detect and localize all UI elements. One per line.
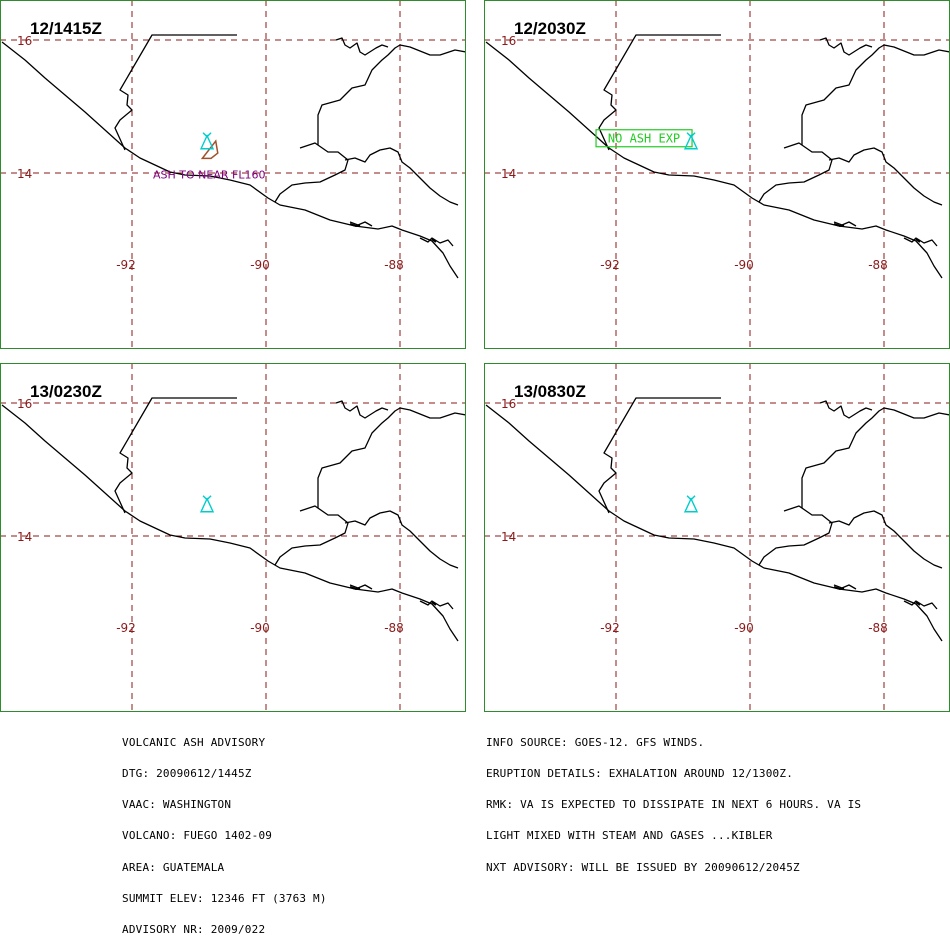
country-border xyxy=(903,237,938,247)
longitude-label: -88 xyxy=(384,258,404,272)
latitude-label: 14 xyxy=(17,167,32,181)
map-svg: -92 -90 -88 16 14 12/1415Z ASH TO NEAR FL160 xyxy=(1,1,465,348)
country-border xyxy=(598,34,721,151)
ash-cloud-polygon xyxy=(200,139,219,160)
volcano-triangle-icon xyxy=(683,132,699,150)
country-border xyxy=(419,600,454,610)
advisory-info-source: INFO SOURCE: GOES-12. GFS WINDS. xyxy=(486,735,705,749)
longitude-label: -92 xyxy=(116,621,136,635)
country-border xyxy=(903,600,938,610)
country-border xyxy=(833,584,857,590)
islands xyxy=(349,586,437,606)
country-border xyxy=(801,44,949,145)
panel-time-title: 12/2030Z xyxy=(514,19,586,38)
coastline xyxy=(1,41,459,279)
country-border xyxy=(344,147,459,206)
map-svg: -92 -90 -88 16 14 13/0830Z xyxy=(485,364,949,711)
panel-3: -92 -90 -88 16 14 13/0230Z xyxy=(0,363,466,712)
country-border xyxy=(317,407,465,508)
country-border xyxy=(801,407,949,508)
coastline xyxy=(485,404,943,642)
panel-4: -92 -90 -88 16 14 13/0830Z xyxy=(484,363,950,712)
country-border xyxy=(828,147,943,206)
advisory-dtg: DTG: 20090612/1445Z xyxy=(122,767,252,781)
latitude-label: 16 xyxy=(17,34,32,48)
advisory-volcano: VOLCANO: FUEGO 1402-09 xyxy=(122,829,273,843)
advisory-remark-1: RMK: VA IS EXPECTED TO DISSIPATE IN NEXT… xyxy=(486,798,862,812)
volcano-triangle-icon xyxy=(199,495,215,513)
coastline xyxy=(485,41,943,279)
country-border xyxy=(758,505,833,566)
country-border xyxy=(819,37,873,56)
latitude-label: 14 xyxy=(501,530,516,544)
country-border xyxy=(833,221,857,227)
map-svg: -92 -90 -88 16 14 13/0230Z xyxy=(1,364,465,711)
country-border xyxy=(344,510,459,569)
advisory-number: ADVISORY NR: 2009/022 xyxy=(122,923,266,937)
panel-2: -92 -90 -88 16 14 12/2030Z NO ASH EXP xyxy=(484,0,950,349)
latitude-label: 16 xyxy=(501,397,516,411)
panel-1: -92 -90 -88 16 14 12/1415Z ASH TO NEAR FL160 xyxy=(0,0,466,349)
advisory-next: NXT ADVISORY: WILL BE ISSUED BY 20090612… xyxy=(486,860,800,874)
advisory-area: AREA: GUATEMALA xyxy=(122,860,225,874)
islands xyxy=(349,223,437,243)
advisory-right: INFO SOURCE: GOES-12. GFS WINDS. ERUPTIO… xyxy=(486,717,861,883)
map-svg: -92 -90 -88 16 14 12/2030Z NO ASH EXP xyxy=(485,1,949,348)
country-border xyxy=(335,37,389,56)
panel-time-title: 13/0230Z xyxy=(30,382,102,401)
longitude-label: -90 xyxy=(734,621,754,635)
advisory-title: VOLCANIC ASH ADVISORY xyxy=(122,735,266,749)
longitude-label: -92 xyxy=(116,258,136,272)
latitude-label: 14 xyxy=(17,530,32,544)
country-border xyxy=(419,237,454,247)
longitude-label: -88 xyxy=(868,258,888,272)
country-border xyxy=(819,400,873,419)
country-border xyxy=(274,142,349,203)
advisory-summit-elev: SUMMIT ELEV: 12346 FT (3763 M) xyxy=(122,891,327,905)
country-border xyxy=(335,400,389,419)
advisory-vaac: VAAC: WASHINGTON xyxy=(122,798,232,812)
islands xyxy=(833,586,921,606)
coastline xyxy=(1,404,459,642)
panel-time-title: 13/0830Z xyxy=(514,382,586,401)
longitude-label: -88 xyxy=(384,621,404,635)
country-border xyxy=(758,142,833,203)
ash-label: ASH TO NEAR FL160 xyxy=(153,169,265,182)
country-border xyxy=(274,505,349,566)
country-border xyxy=(349,584,373,590)
volcano-triangle-icon xyxy=(683,495,699,513)
longitude-label: -88 xyxy=(868,621,888,635)
country-border xyxy=(598,397,721,514)
panel-time-title: 12/1415Z xyxy=(30,19,102,38)
latitude-label: 16 xyxy=(17,397,32,411)
latitude-label: 14 xyxy=(501,167,516,181)
country-border xyxy=(317,44,465,145)
longitude-label: -92 xyxy=(600,621,620,635)
country-border xyxy=(114,397,237,514)
islands xyxy=(833,223,921,243)
advisory-remark-2: LIGHT MIXED WITH STEAM AND GASES ...KIBL… xyxy=(486,829,773,843)
country-border xyxy=(114,34,237,151)
ash-label: NO ASH EXP xyxy=(608,132,680,146)
latitude-label: 16 xyxy=(501,34,516,48)
longitude-label: -92 xyxy=(600,258,620,272)
longitude-label: -90 xyxy=(250,258,270,272)
longitude-label: -90 xyxy=(734,258,754,272)
longitude-label: -90 xyxy=(250,621,270,635)
country-border xyxy=(349,221,373,227)
volcano-triangle-icon xyxy=(199,132,215,150)
advisory-left: VOLCANIC ASH ADVISORY DTG: 20090612/1445… xyxy=(122,717,327,946)
country-border xyxy=(828,510,943,569)
advisory-eruption-details: ERUPTION DETAILS: EXHALATION AROUND 12/1… xyxy=(486,767,794,781)
